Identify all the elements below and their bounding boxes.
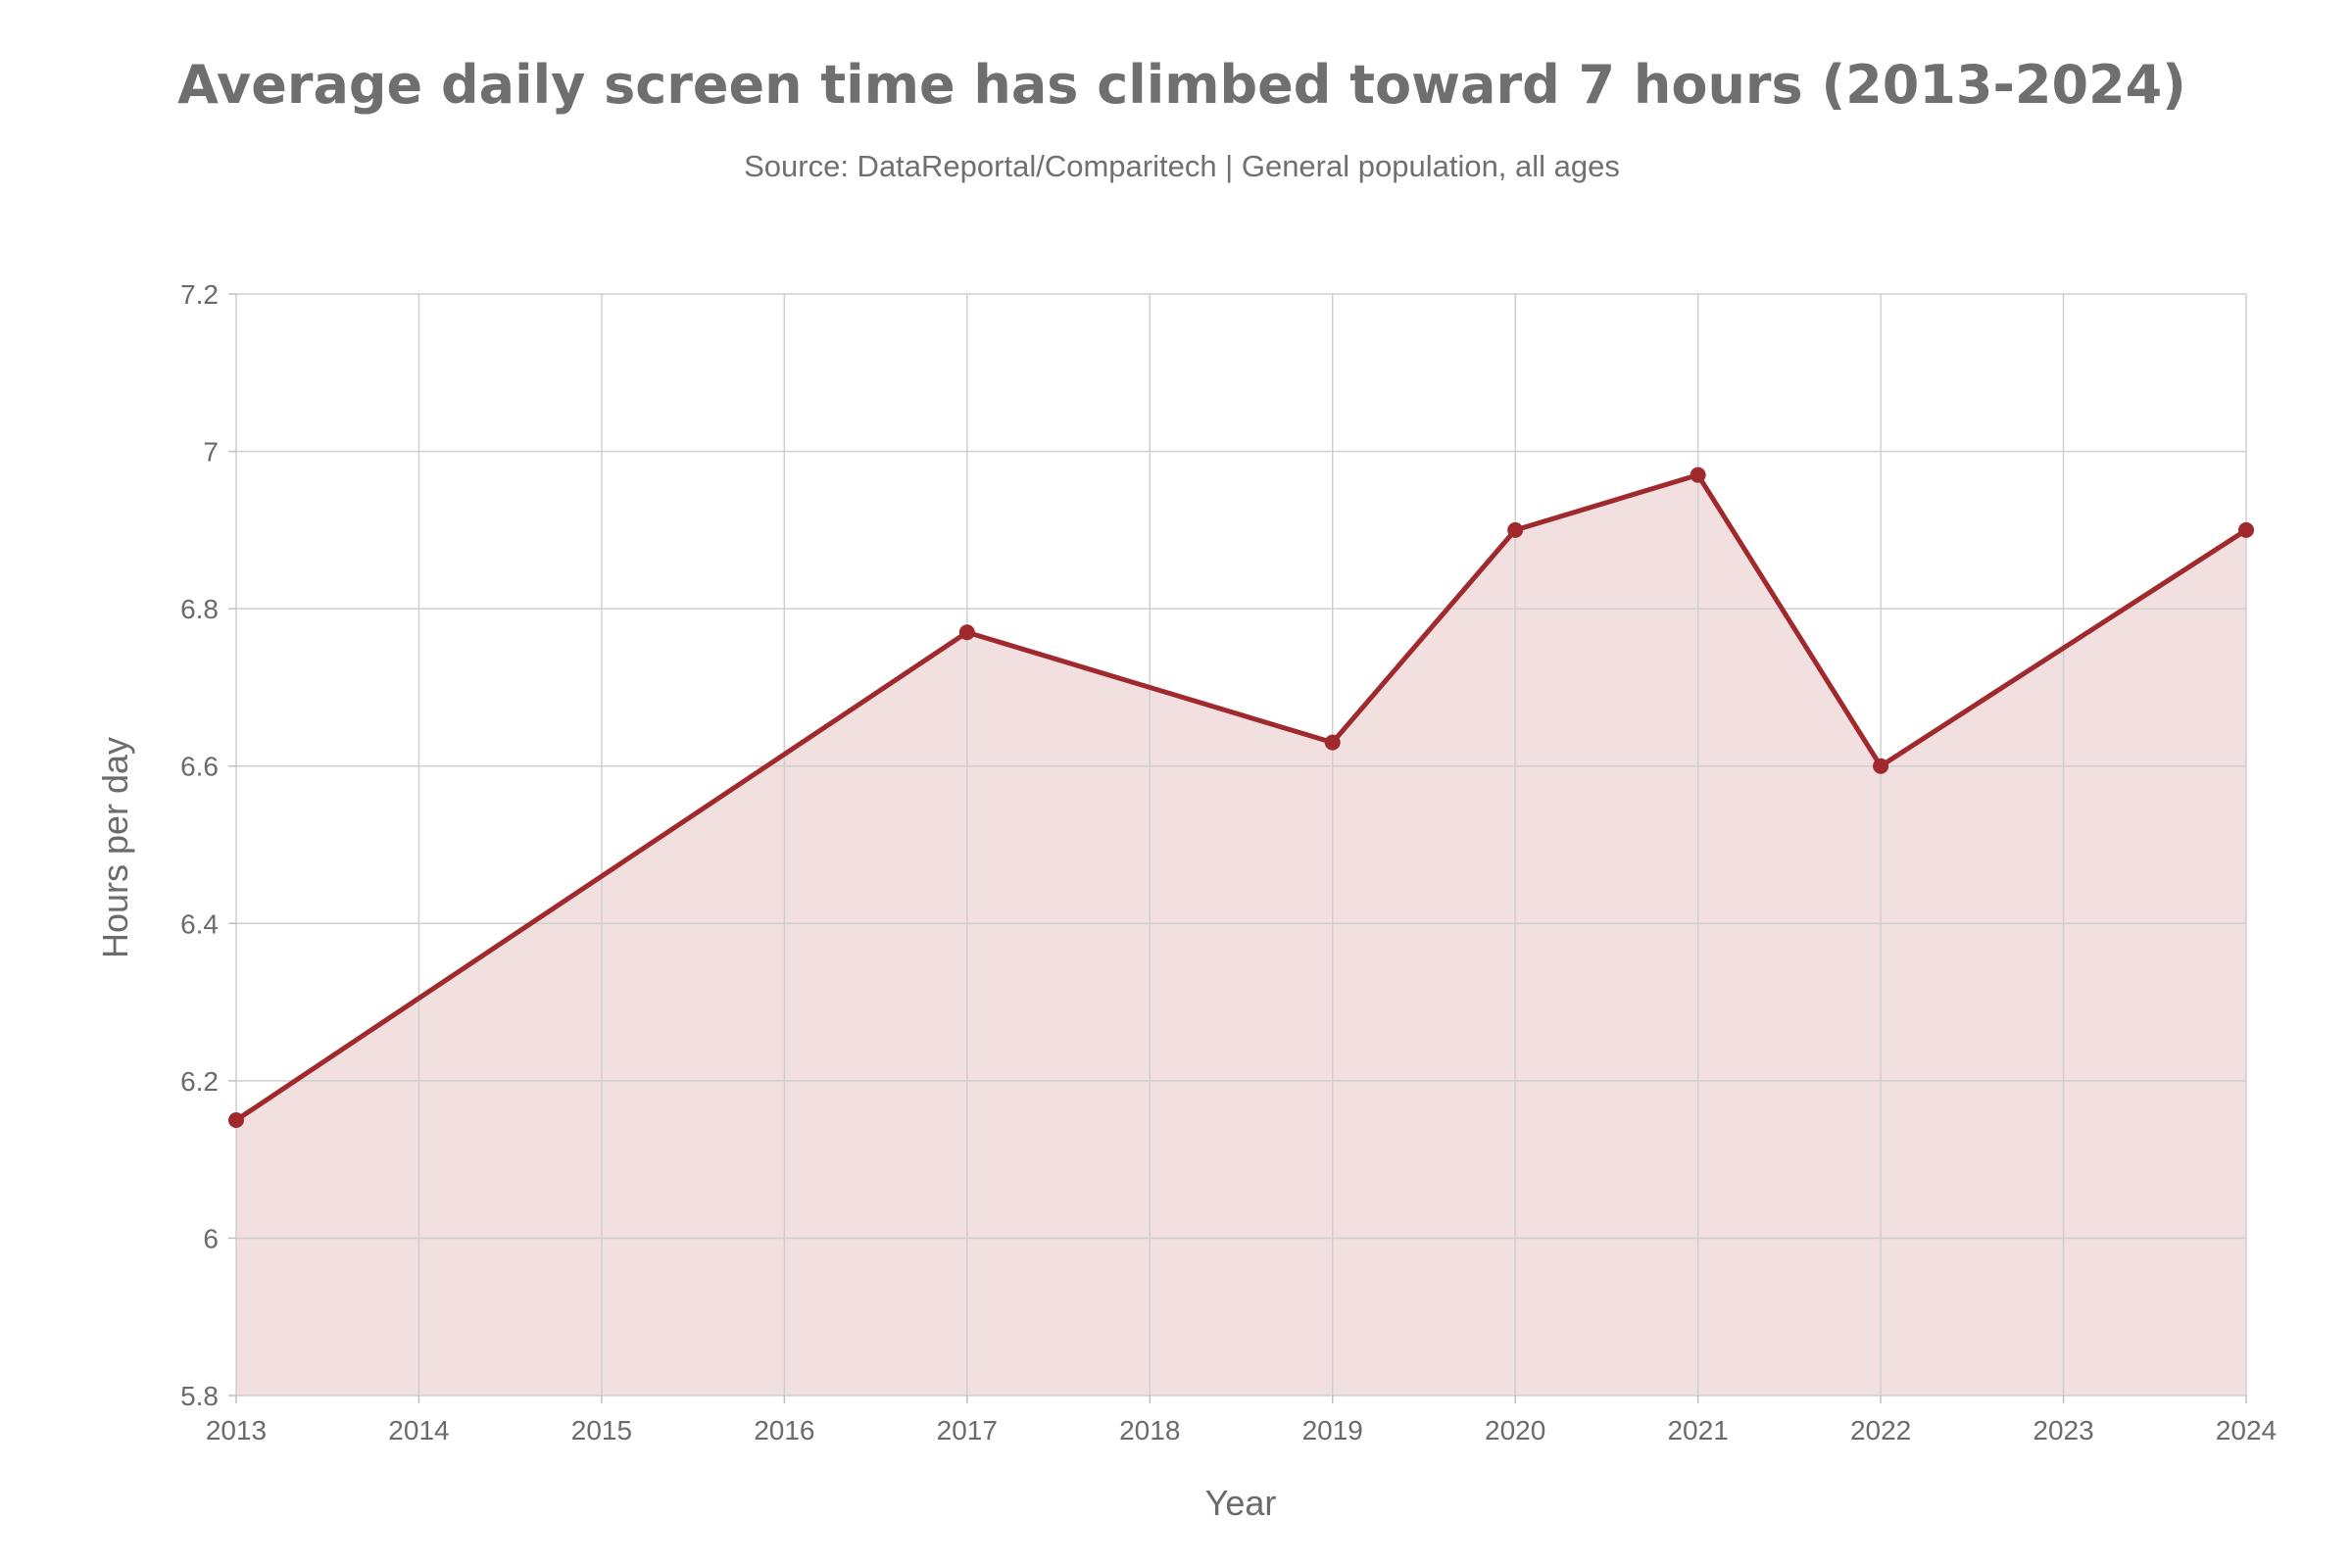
data-point: [1324, 734, 1341, 751]
y-tick-label: 6.4: [180, 908, 219, 939]
y-tick-label: 6.2: [180, 1066, 219, 1097]
x-tick-label: 2022: [1850, 1415, 1911, 1446]
y-axis-ticks: 5.8 6 6.2 6.4 6.6 6.8 7 7.2: [180, 279, 236, 1411]
x-tick-label: 2018: [1119, 1415, 1180, 1446]
y-tick-label: 7.2: [180, 279, 219, 310]
y-tick-label: 6.6: [180, 752, 219, 782]
y-tick-label: 7: [203, 437, 219, 467]
x-tick-label: 2020: [1485, 1415, 1545, 1446]
x-tick-label: 2017: [937, 1415, 998, 1446]
x-tick-label: 2013: [206, 1415, 267, 1446]
y-axis-title: Hours per day: [95, 737, 135, 958]
x-tick-label: 2015: [571, 1415, 632, 1446]
x-axis-title: Year: [1205, 1483, 1277, 1523]
x-tick-label: 2016: [754, 1415, 814, 1446]
x-tick-label: 2021: [1667, 1415, 1728, 1446]
y-tick-label: 5.8: [180, 1381, 219, 1411]
area-layer: [236, 474, 2246, 1396]
x-axis-ticks: 2013 2014 2015 2016 2017 2018 2019 2020 2021 2022…: [206, 1396, 2277, 1446]
data-point: [1507, 521, 1524, 538]
grid-layer: [235, 293, 2247, 1396]
x-tick-label: 2019: [1302, 1415, 1363, 1446]
chart-subtitle: Source: DataReportal/Comparitech | Gener…: [744, 149, 1620, 183]
data-point: [2238, 521, 2254, 538]
marker-layer: [228, 466, 2254, 1128]
data-point: [1690, 466, 1706, 483]
x-tick-label: 2014: [388, 1415, 449, 1446]
data-point: [958, 624, 975, 641]
data-point: [1873, 758, 1889, 774]
x-tick-label: 2023: [2033, 1415, 2093, 1446]
data-point: [228, 1112, 244, 1128]
chart-title: Average daily screen time has climbed to…: [177, 54, 2186, 116]
y-tick-label: 6.8: [180, 594, 219, 624]
x-tick-label: 2024: [2216, 1415, 2277, 1446]
y-tick-label: 6: [203, 1223, 219, 1253]
area-fill: [236, 474, 2246, 1396]
